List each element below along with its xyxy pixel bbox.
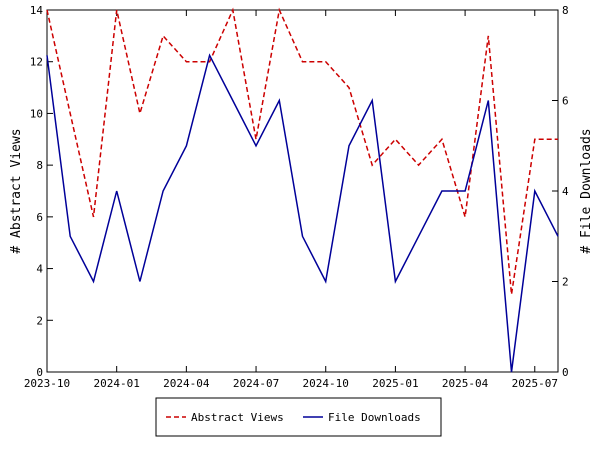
x-tick-label: 2025-07 — [512, 377, 558, 390]
left-tick-label: 4 — [36, 263, 43, 276]
legend-box — [155, 397, 442, 437]
x-tick-label: 2024-04 — [163, 377, 210, 390]
x-tick-label: 2024-07 — [233, 377, 279, 390]
series-line-file-downloads — [46, 53, 559, 373]
left-axis-title: # Abstract Views — [9, 128, 24, 253]
left-tick-label: 0 — [36, 366, 43, 379]
legend-label-file-downloads: File Downloads — [328, 411, 421, 424]
x-tick-label: 2024-10 — [303, 377, 349, 390]
x-tick-label: 2024-01 — [94, 377, 140, 390]
legend-label-abstract-views: Abstract Views — [191, 411, 284, 424]
left-tick-label: 10 — [30, 107, 43, 120]
right-axis-title: # File Downloads — [579, 128, 594, 253]
x-tick-label: 2025-04 — [442, 377, 489, 390]
left-tick-label: 6 — [36, 211, 43, 224]
x-tick-label: 2025-01 — [372, 377, 418, 390]
right-tick-label: 6 — [562, 95, 569, 108]
right-tick-label: 4 — [562, 185, 569, 198]
left-tick-label: 8 — [36, 159, 43, 172]
right-tick-label: 2 — [562, 276, 569, 289]
right-axis: 0 2 4 6 8 — [552, 4, 569, 379]
left-tick-label: 14 — [30, 4, 44, 17]
x-tick-label: 2023-10 — [24, 377, 70, 390]
series-line-abstract-views — [46, 7, 558, 295]
left-tick-label: 2 — [36, 314, 43, 327]
series-layer — [46, 7, 559, 373]
plot-area — [46, 9, 559, 373]
left-axis: 0 2 4 6 8 10 12 14 — [30, 4, 53, 379]
right-tick-label: 0 — [562, 366, 569, 379]
left-tick-label: 12 — [30, 56, 43, 69]
legend: Abstract Views File Downloads — [155, 397, 442, 437]
right-tick-label: 8 — [562, 4, 569, 17]
